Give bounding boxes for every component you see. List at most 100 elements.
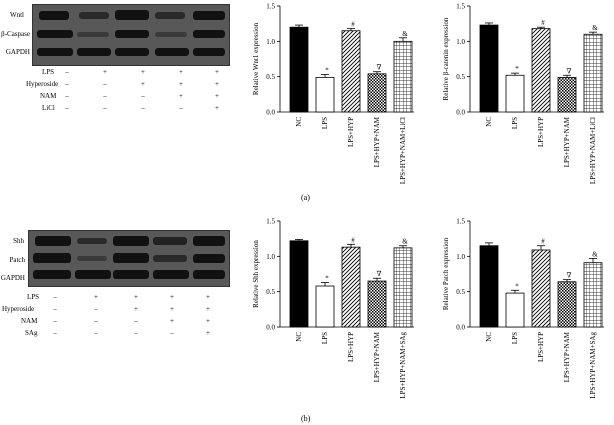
category-label: LPS [511,117,519,129]
sign: + [206,329,210,337]
significance-marker: & [402,30,408,38]
bar [479,245,499,328]
bar [367,73,387,113]
blot-label: Wntl [10,11,24,19]
bar [557,281,577,328]
bar-chart-b-catenin: 0.0 0.5 1.0 1.5 Relative β-catenin expressio… [442,3,604,184]
sign: + [170,317,174,325]
significance-marker: ∇ [377,64,382,72]
sign: – [103,80,107,88]
sign: + [206,317,210,325]
y-tick-label: 0.0 [266,109,275,117]
significance-marker: # [541,238,545,246]
bar [315,285,335,328]
sign: + [215,68,219,76]
y-tick-label: 0.5 [456,73,465,81]
category-label: LPS+HYP+NAM+LiCl [589,117,597,184]
bar [393,247,413,328]
sign: + [170,293,174,301]
sign: + [103,68,107,76]
significance-marker: & [402,238,408,246]
sign: – [179,104,183,112]
category-label: NC [295,117,303,127]
sign: + [134,293,138,301]
category-label: NC [485,332,493,342]
y-tick-label: 1.5 [456,218,465,226]
category-label: LPS+HYP [347,117,355,147]
category-label: LPS [321,332,329,344]
bar-chart-wnt1: 0.0 0.5 1.0 1.5 Relative Wnt1 expression NC * L… [252,3,414,184]
sign: + [179,80,183,88]
y-tick-label: 1.0 [266,253,275,261]
bar [393,40,413,113]
western-blot-image-a [32,4,230,66]
category-label: NC [295,332,303,342]
significance-marker: & [592,24,598,32]
sign: + [215,92,219,100]
sign: + [94,293,98,301]
bar [505,292,525,328]
condition-label: Hyperoside [26,80,59,88]
sign: – [170,329,174,337]
sign: – [53,293,57,301]
condition-label: SAg [25,329,38,337]
sign: – [94,329,98,337]
significance-marker: * [515,65,519,73]
bar-chart-patch: 0.0 0.5 1.0 1.5 Relative Patch expression NC *… [442,218,604,399]
category-label: LPS+HYP+NAM [563,331,571,382]
bar [315,76,335,113]
condition-label: Hyperoside [2,305,35,313]
sign: – [65,68,69,76]
sign: + [141,80,145,88]
significance-marker: & [592,250,598,258]
sign: – [134,329,138,337]
bar [505,74,525,113]
sign: + [170,305,174,313]
blot-label: GAPDH [0,274,25,282]
sign: + [206,305,210,313]
category-label: LPS+HYP+NAM+SAg [589,332,597,399]
y-tick-label: 1.0 [266,38,275,46]
sign: – [134,317,138,325]
blot-label: GAPDH [5,48,30,56]
bar [341,246,361,328]
sign: – [94,305,98,313]
condition-label: NAM [40,92,57,100]
bar [583,262,603,328]
condition-label: NAM [21,317,38,325]
category-label: LPS+HYP [347,332,355,362]
bar [479,24,499,113]
y-tick-label: 0.5 [266,288,275,296]
significance-marker: ∇ [567,67,572,75]
category-label: LPS+HYP+NAM [563,116,571,167]
sign: – [103,92,107,100]
sign: – [53,329,57,337]
blot-label: Patch [9,256,25,264]
sign: + [215,80,219,88]
bar-chart-shh: 0.0 0.5 1.0 1.5 Relative Shh expression NC * LP… [252,218,414,399]
significance-marker: # [541,19,545,27]
bar [531,249,551,328]
sign: + [206,293,210,301]
category-label: LPS+HYP [537,117,545,147]
category-label: LPS+HYP+NAM+SAg [399,332,407,399]
sign: – [65,104,69,112]
sign: + [215,104,219,112]
category-label: LPS+HYP+NAM [373,116,381,167]
significance-marker: * [325,67,329,75]
sign: + [179,92,183,100]
significance-marker: * [515,282,519,290]
y-tick-label: 1.0 [456,38,465,46]
category-label: LPS+HYP+NAM [373,331,381,382]
bar [289,240,309,328]
bar [583,33,603,113]
category-label: LPS [321,117,329,129]
sign: – [53,305,57,313]
panel-caption-b: (b) [301,414,311,423]
sign: + [179,68,183,76]
y-tick-label: 1.5 [266,218,275,226]
sign: – [53,317,57,325]
y-tick-label: 1.5 [266,3,275,11]
blot-label: Shh [13,237,24,245]
y-axis-label: Relative β-catenin expression [442,17,450,100]
